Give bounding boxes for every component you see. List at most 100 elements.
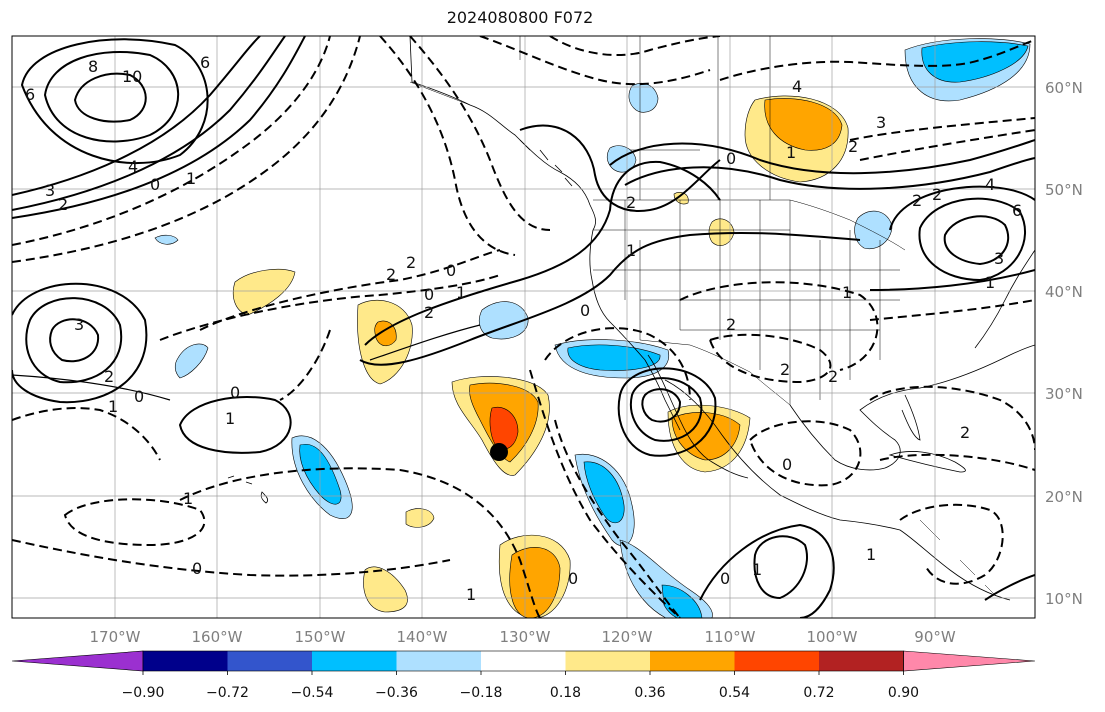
contour-jet-3 [12,36,306,219]
border-alaska-canada [409,81,471,106]
colorbar-ticks [142,671,904,675]
colorbar-tick-label: 0.54 [719,685,750,701]
contour-dash-21 [719,39,1035,81]
contour-dash-26 [279,329,331,401]
thin-contours [12,324,481,401]
shade-pos-i [708,218,735,246]
contour-label: 0 [150,175,160,194]
shade-neg-j [174,343,209,379]
shaded-fields [154,38,1031,618]
colorbar-tick-label: −0.36 [375,685,418,701]
contour-label: 3 [45,181,55,200]
contour-label: 4 [128,157,138,176]
contour-label: 2 [848,137,858,156]
lat-label-10n: 10°N [1045,590,1083,608]
contour-east-5 [984,574,1035,601]
contour-label: 0 [568,569,578,588]
contour-dash-1 [12,36,331,246]
contour-dash-14 [679,281,879,371]
contour-dash-6 [159,274,501,341]
colorbar-tick-label: −0.90 [122,685,165,701]
colorbar-segment [650,651,735,671]
coast-hawaii [227,475,269,504]
border-central-america [919,519,996,596]
contour-label: 1 [626,241,636,260]
contour-label: 8 [88,57,98,76]
shade-pos-h [405,508,435,528]
contour-label: 2 [626,193,636,212]
dashed-contours [12,36,1035,618]
contour-label: 1 [108,397,118,416]
map-frame [11,35,1036,619]
contour-east-low-1 [943,215,1010,266]
lon-label-150w: 150°W [295,628,346,646]
lon-label-100w: 100°W [807,628,858,646]
contour-dash-12 [554,419,681,618]
colorbar-tick-label: −0.18 [460,685,503,701]
coast-gulf [789,344,1035,471]
contour-label: 2 [406,253,416,272]
contour-label: 0 [134,387,144,406]
contour-label: 1 [786,143,796,162]
contour-dash-23 [859,129,1035,161]
colorbar-segment [312,651,397,671]
border-us-canada [593,199,906,251]
contour-label: 0 [230,383,240,402]
coast-cuba [888,451,966,473]
colorbar-tick-label: 0.18 [550,685,581,701]
contour-label: 6 [200,53,210,72]
contour-label: 2 [104,367,114,386]
contour-dash-4 [379,36,516,256]
contour-ridge-3 [519,124,721,212]
lat-label-40n: 40°N [1045,283,1083,301]
colorbar-tick-label: 0.90 [888,685,919,701]
lat-label-30n: 30°N [1045,385,1083,403]
lon-label-160w: 160°W [192,628,243,646]
contour-label: 10 [122,67,142,86]
contour-ridge-1 [364,160,721,346]
contour-label: 6 [25,85,35,104]
contour-dash-8 [12,539,451,577]
contour-label: 2 [960,423,970,442]
colorbar-segment [565,651,650,671]
contour-aleutian-low-3 [20,38,209,165]
contour-jet-2 [12,36,286,211]
colorbar-extend-low [11,650,144,672]
colorbar-segment [481,651,566,671]
contour-label: 0 [726,149,736,168]
contour-canada-1 [609,139,1035,175]
lon-labels: 170°W 160°W 150°W 140°W 130°W 120°W 110°… [90,628,956,646]
contour-label: 2 [726,315,736,334]
contour-label: 0 [580,301,590,320]
lon-label-140w: 140°W [397,628,448,646]
contour-dash-5 [199,249,501,331]
contour-label: 1 [842,283,852,302]
lat-label-20n: 20°N [1045,488,1083,506]
contour-label: 0 [424,285,434,304]
contour-aleutian-low-2 [43,51,180,143]
contour-high-3 [12,282,148,404]
contour-dash-18 [899,503,1004,585]
contour-label: 4 [985,175,995,194]
contour-dash-9 [63,498,206,547]
shade-neg-g [854,210,893,250]
contour-label: 3 [994,249,1004,268]
contour-thin-1 [12,374,171,401]
contour-label: 0 [782,455,792,474]
colorbar-segment [396,651,481,671]
contour-dash-3 [409,36,551,231]
contour-canada-2 [624,157,1035,190]
contour-label: 3 [876,113,886,132]
contour-label: 2 [828,367,838,386]
contour-dash-24 [869,299,1035,321]
coast-east [974,249,1035,349]
contour-dash-13 [708,333,832,384]
colorbar-frame [142,650,904,672]
shade-pos-a-core [489,406,519,450]
contour-label: 6 [1012,201,1022,220]
contour-low-1 [641,388,682,423]
contour-high-2 [25,297,123,384]
colorbar-tick-labels: −0.90 −0.72 −0.54 −0.36 −0.18 0.18 0.36 … [122,685,920,701]
lon-label-170w: 170°W [90,628,141,646]
